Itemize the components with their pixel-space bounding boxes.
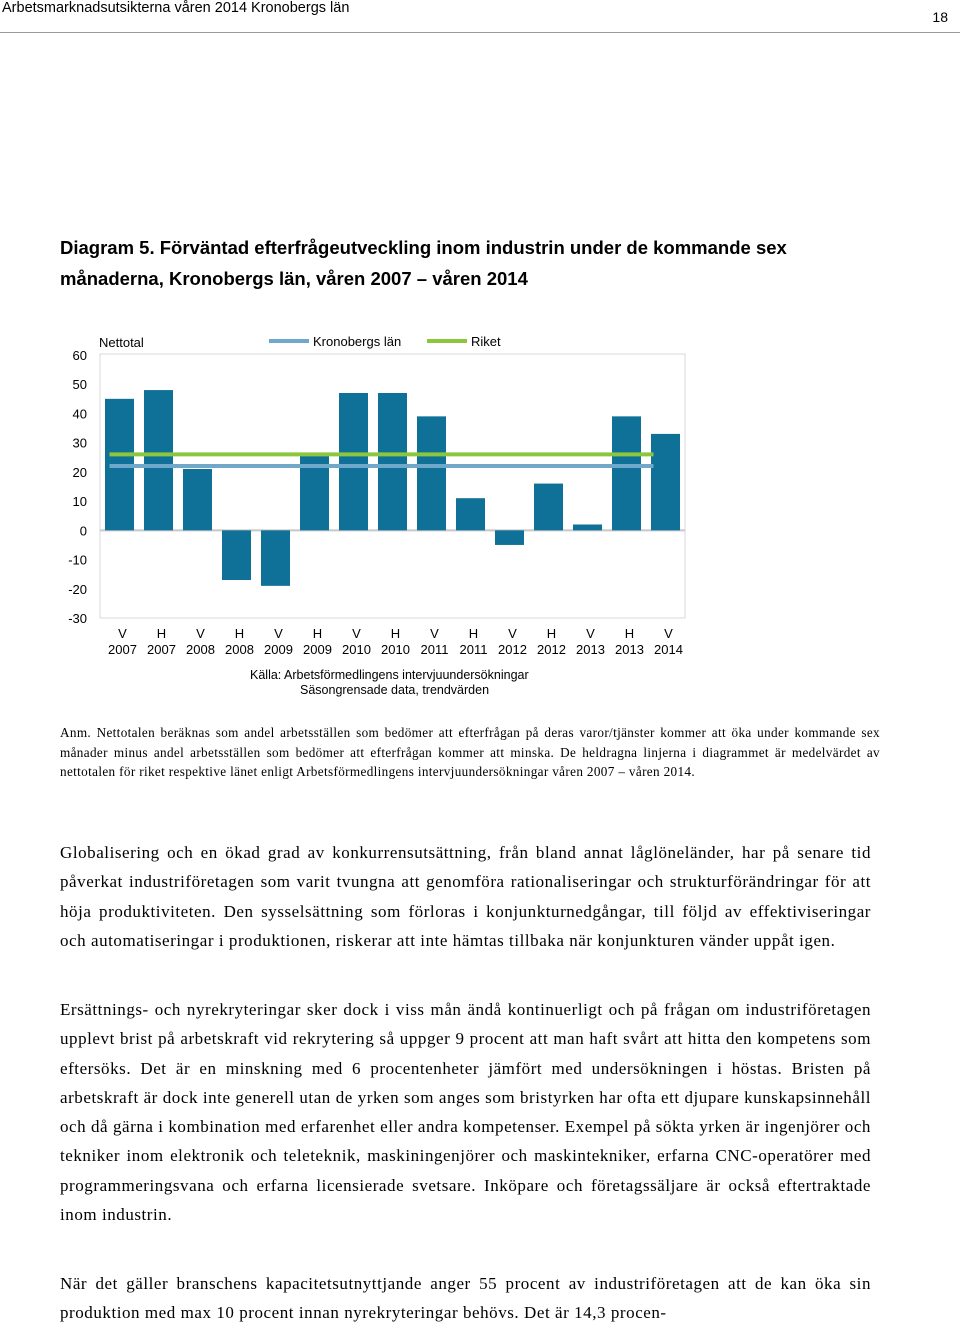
diagram-title: Diagram 5. Förväntad efterfrågeutvecklin… (60, 237, 787, 289)
y-tick-label: 20 (73, 465, 87, 480)
x-tick-label-year: 2010 (342, 642, 371, 657)
header-divider (0, 32, 960, 33)
y-tick-label: 30 (73, 436, 87, 451)
bar (183, 468, 212, 531)
x-tick-label-season: H (313, 626, 322, 641)
x-tick-label-season: H (547, 626, 556, 641)
chart-source: Säsongrensade data, trendvärden (300, 683, 489, 697)
y-tick-label: 50 (73, 377, 87, 392)
chart-svg: 6050403020100-10-20-30V2007H2007V2008H20… (68, 334, 686, 697)
paragraph-2: Ersättnings- och nyrekryteringar sker do… (60, 1000, 871, 1225)
x-tick-label-season: V (274, 626, 283, 641)
x-tick-label-year: 2007 (108, 642, 137, 657)
series-label: Nettotal (99, 335, 144, 350)
x-tick-label-year: 2012 (537, 642, 566, 657)
chart-source: Källa: Arbetsförmedlingens intervjuunder… (250, 668, 529, 682)
bar (612, 416, 641, 531)
x-tick-label-season: H (391, 626, 400, 641)
x-tick-label-year: 2012 (498, 642, 527, 657)
x-tick-label-year: 2009 (264, 642, 293, 657)
x-tick-label-season: V (508, 626, 517, 641)
bar (339, 392, 368, 531)
bar (261, 530, 290, 586)
x-tick-label-year: 2008 (186, 642, 215, 657)
bar (534, 483, 563, 531)
y-tick-label: 40 (73, 406, 87, 421)
x-tick-label-season: H (157, 626, 166, 641)
x-tick-label-season: V (196, 626, 205, 641)
x-tick-label-year: 2010 (381, 642, 410, 657)
bar (456, 498, 485, 531)
y-tick-label: -30 (68, 611, 87, 626)
x-tick-label-year: 2011 (460, 642, 488, 657)
y-tick-label: 60 (73, 348, 87, 363)
y-tick-label: -10 (68, 553, 87, 568)
bar (417, 416, 446, 531)
y-tick-label: -20 (68, 582, 87, 597)
page-number: 18 (932, 9, 948, 25)
x-tick-label-season: V (664, 626, 673, 641)
y-tick-label: 0 (80, 523, 87, 538)
paragraph-1: Globalisering och en ökad grad av konkur… (60, 843, 871, 950)
bar-chart: 60 50 40 30 20 10 0 -10 -20 -30 V 2007 H 2007 V 2008 H 20… (55, 325, 705, 700)
legend-label: Riket (471, 334, 501, 349)
bar (651, 433, 680, 531)
x-tick-label-season: H (625, 626, 634, 641)
legend-label: Kronobergs län (313, 334, 401, 349)
bar (495, 530, 524, 545)
x-tick-label-season: V (586, 626, 595, 641)
x-tick-label-year: 2007 (147, 642, 176, 657)
x-tick-label-year: 2011 (421, 642, 449, 657)
plot-frame (99, 353, 686, 619)
bar (378, 392, 407, 531)
chart-note: Anm. Nettotalen beräknas som andel arbet… (60, 725, 880, 779)
x-tick-label-season: V (352, 626, 361, 641)
x-tick-label-year: 2013 (576, 642, 605, 657)
x-tick-label-season: H (235, 626, 244, 641)
x-tick-label-season: H (469, 626, 478, 641)
paragraph-3: När det gäller branschens kapacitetsutny… (60, 1274, 871, 1323)
x-tick-label-year: 2013 (615, 642, 644, 657)
header-title: Arbetsmarknadsutsikterna våren 2014 Kron… (2, 0, 350, 16)
bar (144, 390, 173, 531)
x-tick-label-year: 2008 (225, 642, 254, 657)
y-tick-label: 10 (73, 494, 87, 509)
x-tick-label-season: V (430, 626, 439, 641)
x-tick-label-year: 2009 (303, 642, 332, 657)
x-tick-label-season: V (118, 626, 127, 641)
bar (222, 530, 251, 581)
bar (573, 524, 602, 531)
x-tick-label-year: 2014 (654, 642, 683, 657)
